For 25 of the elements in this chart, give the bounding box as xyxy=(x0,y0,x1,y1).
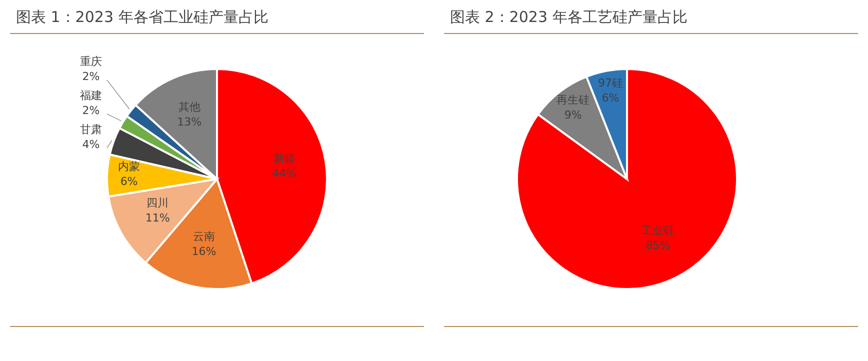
slice-label: 云南 xyxy=(192,230,215,243)
data-label: 11% xyxy=(145,211,170,224)
data-label: 16% xyxy=(192,244,216,258)
data-label: 13% xyxy=(177,116,202,129)
data-label: 44% xyxy=(272,167,297,180)
data-label: 4% xyxy=(82,138,100,151)
data-label: 6% xyxy=(120,175,138,188)
slice-label: 新疆 xyxy=(273,152,296,166)
slice-label: 再生硅 xyxy=(556,93,590,106)
data-label: 2% xyxy=(82,70,100,83)
slice-label: 其他 xyxy=(178,100,200,114)
chart-title: 图表 1：2023 年各省工业硅产量占比 xyxy=(16,8,268,27)
data-label: 9% xyxy=(564,108,582,122)
slice-label: 甘肃 xyxy=(80,123,102,136)
pie-slice xyxy=(516,68,738,290)
slice-label: 四川 xyxy=(146,196,169,210)
slice-label: 福建 xyxy=(80,89,102,102)
slice-label: 97硅 xyxy=(598,76,624,90)
slice-label: 内蒙 xyxy=(118,160,140,174)
data-label: 2% xyxy=(82,104,100,117)
slice-label: 重庆 xyxy=(80,55,102,68)
chart-title: 图表 2：2023 年各工艺硅产量占比 xyxy=(450,8,688,27)
slice-label: 工业硅 xyxy=(641,224,674,237)
data-label: 85% xyxy=(646,238,670,252)
data-label: 6% xyxy=(602,92,620,105)
